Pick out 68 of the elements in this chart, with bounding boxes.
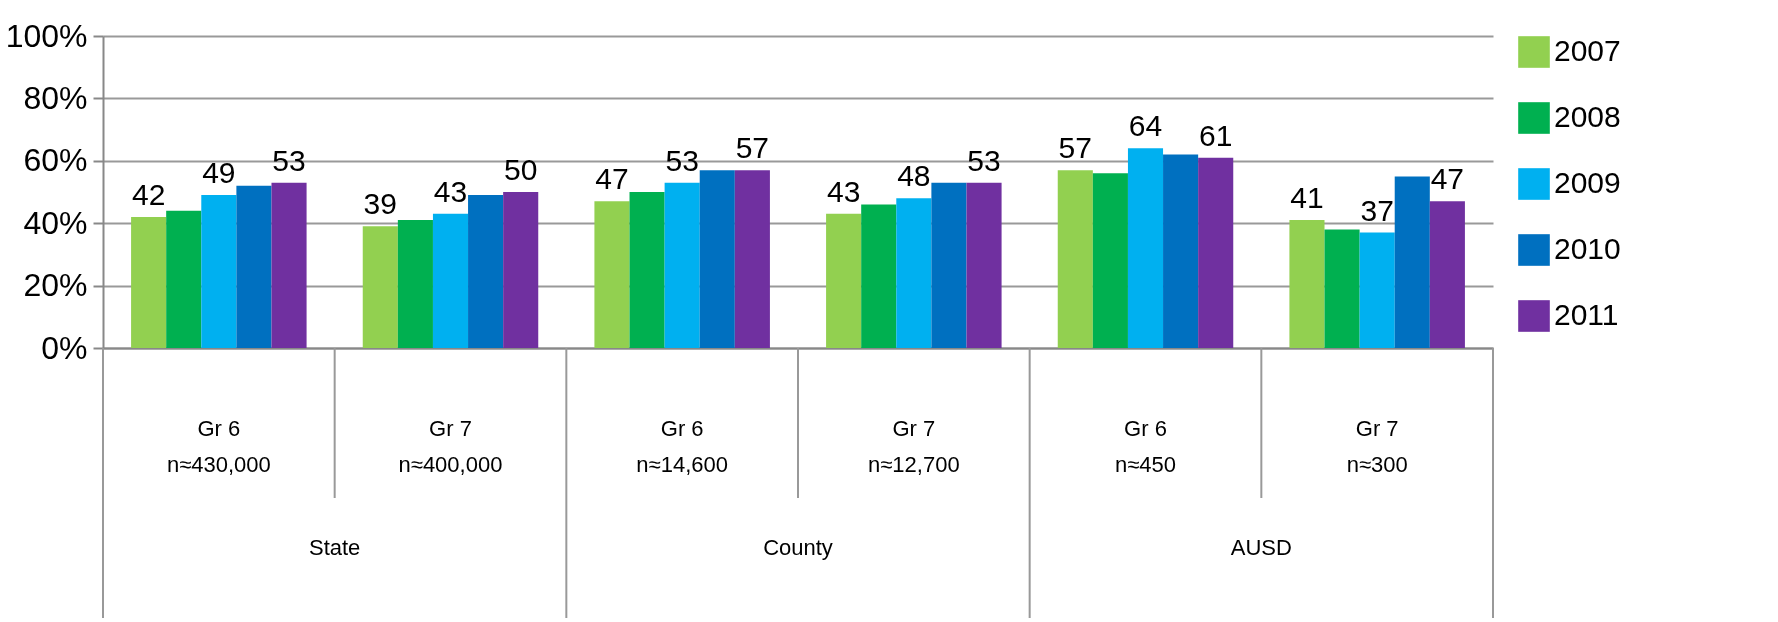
data-label: 39: [363, 187, 397, 221]
data-label: 57: [1058, 131, 1092, 165]
bar: [362, 226, 398, 348]
y-tick-label: 20%: [23, 267, 88, 304]
data-label: 42: [131, 177, 166, 211]
x-tick-label: Gr 7 n≈300: [1346, 415, 1408, 477]
data-label: 47: [595, 162, 629, 196]
x-tick-label: Gr 6 n≈450: [1114, 415, 1177, 477]
bar: [1198, 157, 1234, 348]
bar: [861, 204, 897, 348]
data-label: 49: [202, 156, 236, 190]
bar: [503, 192, 539, 348]
bar: [1429, 201, 1465, 348]
data-label: 53: [272, 143, 306, 177]
data-label: 43: [826, 174, 861, 208]
bar: [896, 198, 932, 348]
text: County: [763, 535, 833, 560]
bar: [664, 182, 700, 348]
bar: [966, 182, 1002, 348]
bar: [1163, 154, 1199, 348]
text: AUSD: [1230, 535, 1292, 560]
bar: [734, 170, 770, 348]
bar: [1359, 232, 1395, 348]
bar: [594, 201, 630, 348]
legend-label: 2008: [1554, 100, 1621, 133]
data-label: 48: [897, 159, 931, 193]
y-tick-label: 40%: [23, 204, 88, 241]
y-tick-label: 60%: [23, 142, 88, 179]
legend-label: 2009: [1554, 166, 1621, 199]
data-label: 47: [1430, 162, 1465, 196]
y-tick-label: 80%: [23, 79, 88, 116]
bar: [131, 216, 167, 348]
bar: [432, 213, 469, 348]
x-tick-label: Gr 6 n≈430,000: [166, 415, 271, 477]
data-label: 64: [1128, 109, 1163, 143]
bar: [271, 182, 307, 348]
data-label: 41: [1290, 181, 1324, 215]
x-tick-label: Gr 7 n≈12,700: [868, 415, 960, 477]
bar: [1127, 148, 1164, 348]
bar: [1092, 173, 1128, 348]
y-tick-label: 100%: [5, 17, 88, 54]
data-label: 61: [1199, 118, 1233, 152]
bar: [1324, 229, 1360, 348]
x-tick-label: Gr 6 n≈14,600: [636, 415, 728, 477]
bar: [166, 210, 202, 348]
bar: [629, 192, 665, 348]
data-label: 53: [665, 143, 699, 177]
bar: [1289, 220, 1325, 348]
data-label: 53: [967, 143, 1001, 177]
data-label: 57: [735, 131, 770, 165]
data-label: 50: [504, 153, 538, 186]
bar: [931, 182, 967, 348]
bar: [201, 195, 237, 348]
data-label: 37: [1360, 193, 1394, 227]
bar: [1394, 176, 1430, 348]
bar: [1057, 170, 1093, 348]
bar: [699, 170, 735, 348]
data-label: 43: [433, 174, 468, 208]
bar: [397, 220, 433, 348]
bar: [236, 185, 272, 348]
legend-label: 2010: [1554, 232, 1621, 265]
y-tick-label: 0%: [41, 329, 88, 366]
bar: [468, 195, 504, 348]
bar: [826, 213, 862, 348]
text: State: [308, 535, 361, 560]
x-tick-label: Gr 7 n≈400,000: [398, 415, 503, 477]
legend-label: 2011: [1554, 298, 1619, 331]
legend-label: 2007: [1554, 34, 1621, 67]
